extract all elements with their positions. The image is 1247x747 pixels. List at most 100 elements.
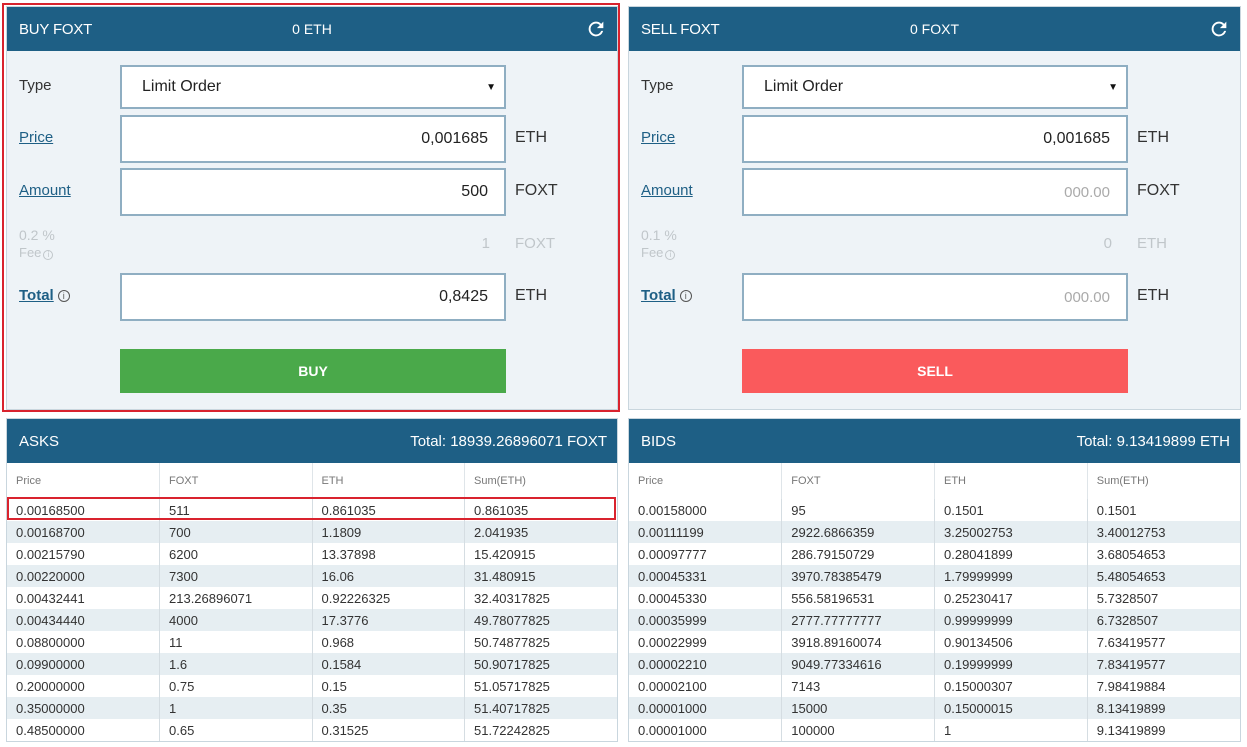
asks-table-row[interactable]: 0.00432441 213.26896071 0.92226325 32.40317… (7, 587, 617, 609)
asks-eth-cell: 0.31525 (312, 719, 465, 741)
bids-eth-cell: 0.15000015 (934, 697, 1088, 719)
bids-table-row[interactable]: 0.00035999 2777.77777777 0.99999999 6.73285… (629, 609, 1240, 631)
bids-table-row[interactable]: 0.00022999 3918.89160074 0.90134506 7.63419… (629, 631, 1240, 653)
sell-total-input[interactable]: 000.00 (742, 273, 1128, 321)
bids-foxt-cell: 15000 (781, 697, 935, 719)
asks-table-row[interactable]: 0.00168500 511 0.861035 0.861035 (7, 499, 617, 521)
buy-total-label[interactable]: Total (19, 287, 54, 304)
bids-table-row[interactable]: 0.00045330 556.58196531 0.25230417 5.732850… (629, 587, 1240, 609)
bids-table-row[interactable]: 0.00111199 2922.6866359 3.25002753 3.400127… (629, 521, 1240, 543)
asks-price-cell: 0.00215790 (7, 543, 160, 565)
sell-type-row: Type Limit Order ▼ (629, 65, 1240, 113)
info-icon[interactable]: i (665, 250, 676, 260)
asks-table-row[interactable]: 0.00215790 6200 13.37898 15.420915 (7, 543, 617, 565)
buy-total-input[interactable]: 0,8425 (120, 273, 506, 321)
bids-sum-cell: 9.13419899 (1087, 719, 1240, 741)
buy-amount-input[interactable]: 500 (120, 168, 506, 216)
buy-panel: BUY FOXT 0 ETH Type Limit Order ▼ Price … (6, 6, 618, 410)
asks-table-row[interactable]: 0.35000000 1 0.35 51.40717825 (7, 697, 617, 719)
bids-price-cell: 0.00001000 (629, 697, 783, 719)
asks-table-row[interactable]: 0.08800000 11 0.968 50.74877825 (7, 631, 617, 653)
asks-eth-cell: 0.1584 (312, 653, 465, 675)
buy-price-label[interactable]: Price (19, 129, 54, 146)
bids-table-row[interactable]: 0.00097777 286.79150729 0.28041899 3.680546… (629, 543, 1240, 565)
bids-col-eth[interactable]: ETH (934, 463, 1088, 499)
sell-button[interactable]: SELL (742, 349, 1128, 393)
bids-foxt-cell: 556.58196531 (781, 587, 935, 609)
info-icon[interactable]: i (57, 290, 70, 302)
bids-table-row[interactable]: 0.00158000 95 0.1501 0.1501 (629, 499, 1240, 521)
asks-title: ASKS (19, 432, 60, 450)
sell-type-select[interactable]: Limit Order ▼ (742, 65, 1128, 109)
bids-table-row[interactable]: 0.00002210 9049.77334616 0.19999999 7.83419… (629, 653, 1240, 675)
asks-price-cell: 0.20000000 (7, 675, 160, 697)
asks-table-row[interactable]: 0.09900000 1.6 0.1584 50.90717825 (7, 653, 617, 675)
refresh-icon[interactable] (1208, 18, 1230, 40)
info-icon[interactable]: i (43, 250, 54, 260)
buy-amount-label[interactable]: Amount (19, 182, 71, 199)
buy-price-input[interactable]: 0,001685 (120, 115, 506, 163)
buy-total-label-wrap: Total i (19, 287, 70, 304)
asks-price-cell: 0.48500000 (7, 719, 160, 741)
bids-foxt-cell: 7143 (781, 675, 935, 697)
sell-price-input[interactable]: 0,001685 (742, 115, 1128, 163)
bids-price-cell: 0.00001000 (629, 719, 783, 741)
asks-table-row[interactable]: 0.48500000 0.65 0.31525 51.72242825 (7, 719, 617, 741)
sell-amount-input[interactable]: 000.00 (742, 168, 1128, 216)
buy-panel-header: BUY FOXT 0 ETH (7, 7, 617, 51)
info-icon[interactable]: i (679, 290, 692, 302)
asks-table-row[interactable]: 0.00434440 4000 17.3776 49.78077825 (7, 609, 617, 631)
sell-amount-label[interactable]: Amount (641, 182, 693, 199)
bids-sum-cell: 7.83419577 (1087, 653, 1240, 675)
asks-sum-cell: 49.78077825 (464, 609, 617, 631)
bids-col-sum[interactable]: Sum(ETH) (1087, 463, 1240, 499)
asks-sum-cell: 2.041935 (464, 521, 617, 543)
sell-type-label: Type (641, 77, 674, 94)
buy-button[interactable]: BUY (120, 349, 506, 393)
bids-foxt-cell: 100000 (781, 719, 935, 741)
bids-table-row[interactable]: 0.00002100 7143 0.15000307 7.98419884 (629, 675, 1240, 697)
asks-eth-cell: 0.861035 (312, 499, 465, 521)
asks-foxt-cell: 6200 (159, 543, 313, 565)
asks-col-foxt[interactable]: FOXT (159, 463, 313, 499)
bids-price-cell: 0.00111199 (629, 521, 783, 543)
buy-fee-row: 0.2 % Fee i 1 FOXT (7, 227, 617, 275)
bids-table-row[interactable]: 0.00045331 3970.78385479 1.79999999 5.48054… (629, 565, 1240, 587)
bids-sum-cell: 5.7328507 (1087, 587, 1240, 609)
bids-foxt-cell: 9049.77334616 (781, 653, 935, 675)
buy-type-select[interactable]: Limit Order ▼ (120, 65, 506, 109)
sell-total-unit: ETH (1137, 287, 1169, 304)
sell-price-label[interactable]: Price (641, 129, 676, 146)
bids-table-row[interactable]: 0.00001000 15000 0.15000015 8.13419899 (629, 697, 1240, 719)
asks-foxt-cell: 700 (159, 521, 313, 543)
sell-balance: 0 FOXT (909, 21, 959, 37)
asks-col-sum[interactable]: Sum(ETH) (464, 463, 617, 499)
bids-col-foxt[interactable]: FOXT (781, 463, 935, 499)
sell-total-label[interactable]: Total (641, 287, 676, 304)
asks-col-price[interactable]: Price (7, 463, 160, 499)
asks-sum-cell: 32.40317825 (464, 587, 617, 609)
caret-down-icon: ▼ (1108, 81, 1118, 93)
asks-table-row[interactable]: 0.20000000 0.75 0.15 51.05717825 (7, 675, 617, 697)
bids-sum-cell: 3.68054653 (1087, 543, 1240, 565)
bids-col-price[interactable]: Price (629, 463, 783, 499)
bids-table-row[interactable]: 0.00001000 100000 1 9.13419899 (629, 719, 1240, 741)
sell-fee-value: 0 (1103, 235, 1112, 252)
refresh-icon[interactable] (585, 18, 607, 40)
bids-sum-cell: 3.40012753 (1087, 521, 1240, 543)
bids-sum-cell: 8.13419899 (1087, 697, 1240, 719)
bids-eth-cell: 0.28041899 (934, 543, 1088, 565)
asks-table-row[interactable]: 0.00168700 700 1.1809 2.041935 (7, 521, 617, 543)
buy-type-value: Limit Order (142, 78, 222, 95)
asks-eth-cell: 0.35 (312, 697, 465, 719)
bids-table-header: Price FOXT ETH Sum(ETH) (629, 463, 1240, 499)
asks-eth-cell: 13.37898 (312, 543, 465, 565)
bids-total: Total: 9.13419899 ETH (1076, 432, 1230, 450)
buy-fee-unit: FOXT (515, 235, 555, 252)
asks-foxt-cell: 213.26896071 (159, 587, 313, 609)
sell-panel-header: SELL FOXT 0 FOXT (629, 7, 1240, 51)
bids-order-book: BIDS Total: 9.13419899 ETH Price FOXT ET… (628, 418, 1241, 742)
sell-fee-label-wrap: Fee i (641, 245, 676, 260)
asks-table-row[interactable]: 0.00220000 7300 16.06 31.480915 (7, 565, 617, 587)
asks-col-eth[interactable]: ETH (312, 463, 465, 499)
